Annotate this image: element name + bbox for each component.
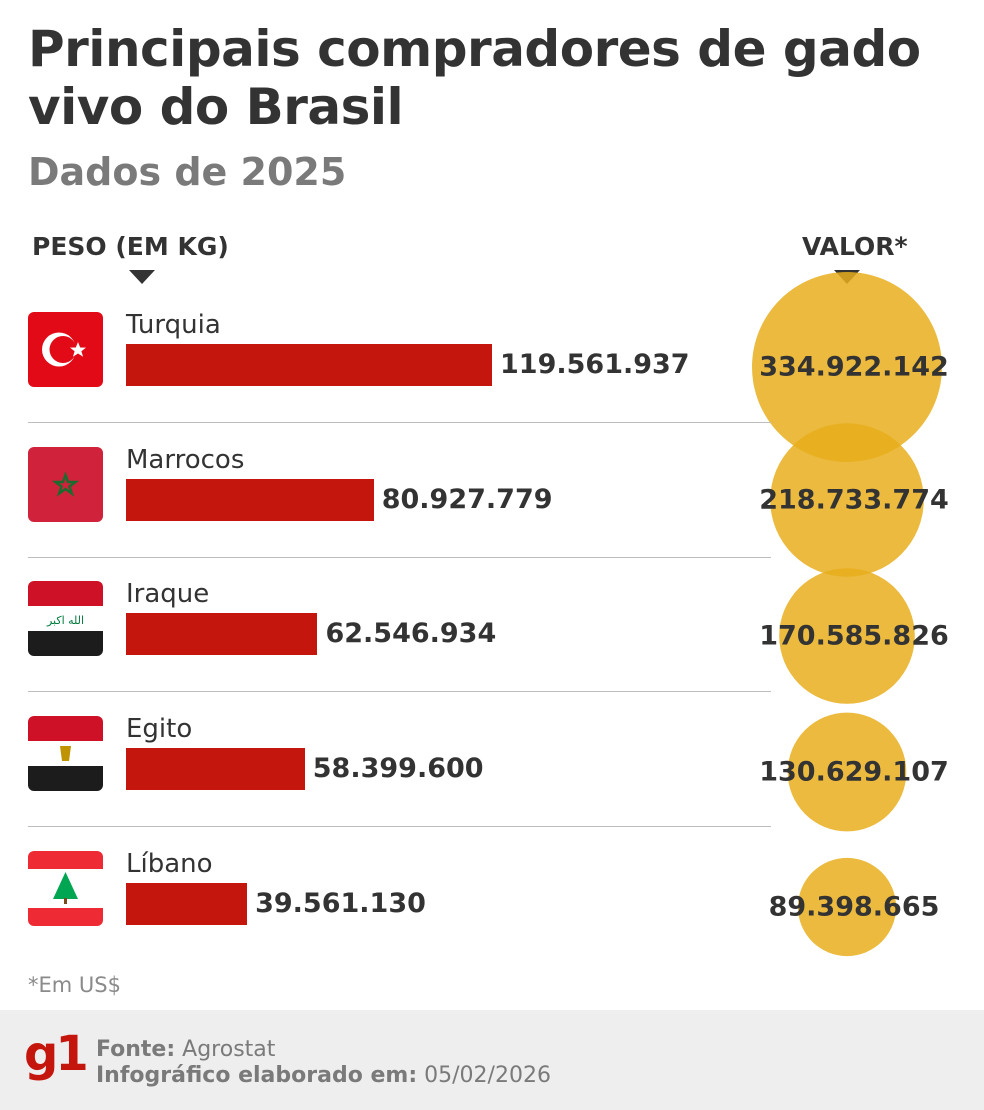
value-bubble-label: 170.585.826 [759, 620, 949, 652]
source-line: Fonte: Agrostat [96, 1037, 276, 1062]
value-bubble-label: 334.922.142 [759, 351, 949, 383]
country-name: Turquia [126, 310, 221, 340]
weight-value-label: 80.927.779 [381, 483, 553, 515]
row-divider [28, 556, 771, 558]
weight-bar [126, 613, 318, 656]
weight-value-label: 119.561.937 [500, 349, 690, 380]
value-bubble [752, 272, 942, 462]
value-bubble [770, 423, 924, 577]
row-divider [28, 826, 771, 828]
chart-title: Principais compradores de gado vivo do B… [28, 20, 921, 136]
value-bubbles [752, 272, 942, 957]
currency-note: *Em US$ [28, 973, 121, 997]
row-divider [28, 691, 771, 693]
value-bubble-label: 89.398.665 [768, 891, 940, 923]
value-column-header: VALOR* [802, 232, 908, 261]
row-divider [28, 422, 771, 423]
country-name: Líbano [126, 848, 213, 879]
country-name: Marrocos [126, 444, 245, 475]
chart-subtitle: Dados de 2025 [28, 150, 347, 194]
country-name: Egito [126, 714, 193, 745]
value-bubble-label: 130.629.107 [759, 756, 949, 788]
weight-value-label: 58.399.600 [312, 753, 484, 785]
footer [0, 1010, 984, 1110]
g1-logo: g1 [24, 1026, 89, 1082]
weight-bar [126, 478, 374, 521]
iraq-flag-icon: الله اكبر [28, 581, 103, 657]
value-bubble [787, 712, 907, 832]
triangle-down-icon [129, 270, 155, 284]
weight-bar [126, 344, 492, 386]
turkey-flag-icon [28, 312, 103, 387]
weight-column-header: PESO (EM KG) [32, 232, 229, 261]
value-bubble [779, 568, 915, 704]
value-bubble [797, 857, 897, 957]
weight-bar [126, 748, 305, 791]
lebanon-flag-icon [28, 850, 103, 926]
weight-value-label: 39.561.130 [255, 887, 426, 919]
egypt-flag-icon [28, 716, 103, 792]
date-line: Infográfico elaborado em: 05/02/2026 [96, 1063, 551, 1088]
morocco-flag-icon [28, 446, 103, 522]
weight-bar [126, 882, 248, 925]
country-name: Iraque [126, 579, 210, 610]
value-bubble-label: 218.733.774 [759, 484, 949, 516]
weight-value-label: 62.546.934 [325, 618, 497, 650]
svg-text:الله اكبر: الله اكبر [46, 614, 84, 627]
